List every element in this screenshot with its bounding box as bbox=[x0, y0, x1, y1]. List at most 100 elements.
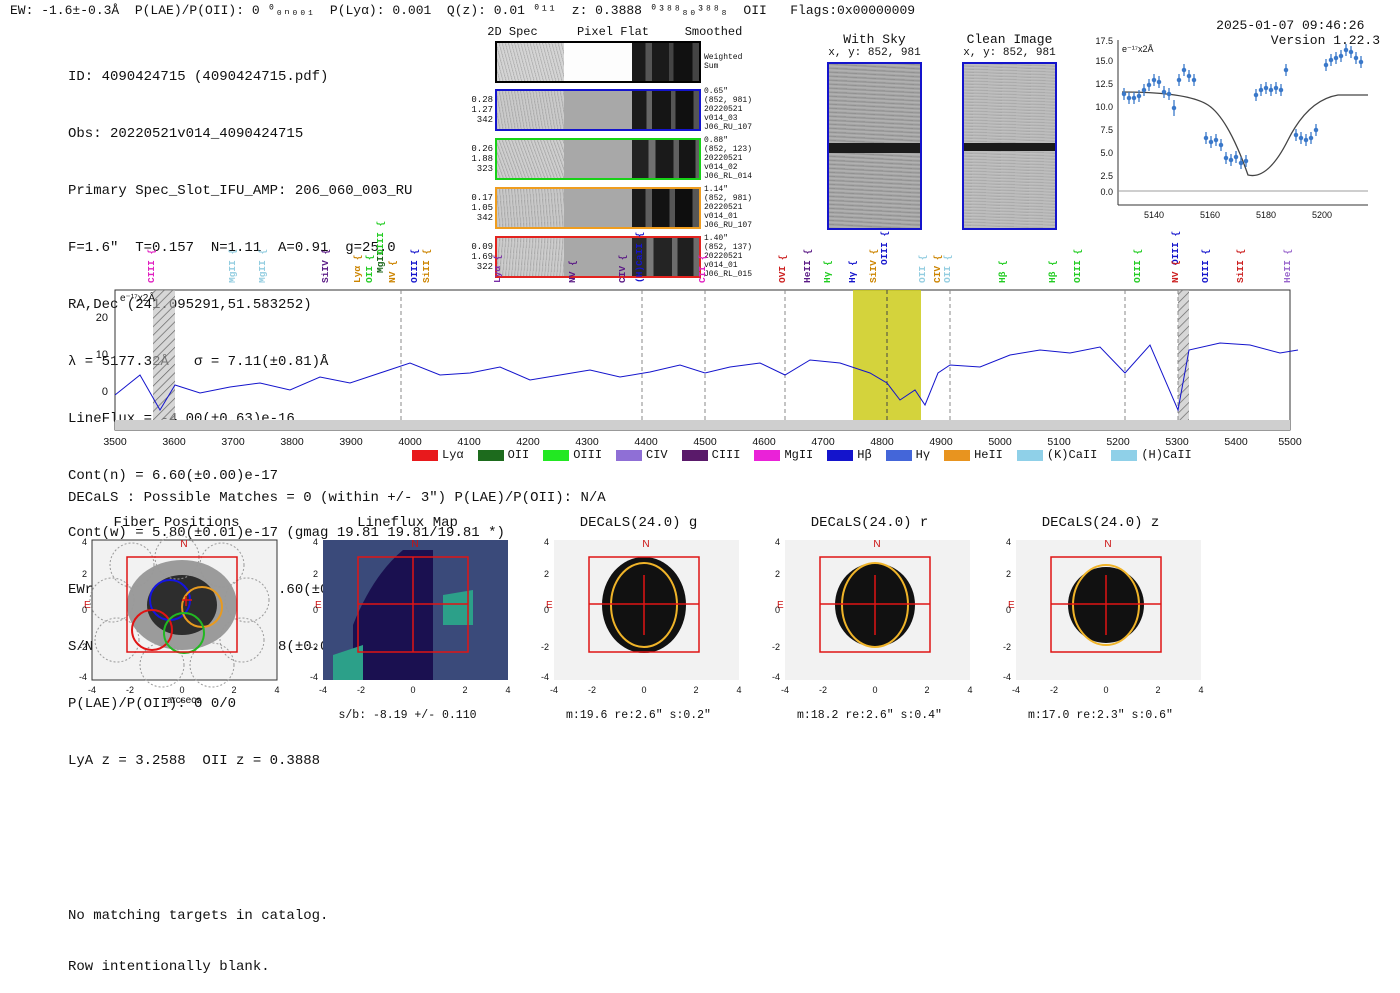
svg-text:10: 10 bbox=[96, 349, 108, 361]
svg-text:3700: 3700 bbox=[221, 436, 245, 448]
svg-text:-4: -4 bbox=[781, 685, 789, 695]
svg-text:-4: -4 bbox=[79, 672, 87, 682]
svg-text:-4: -4 bbox=[541, 672, 549, 682]
svg-text:17.5: 17.5 bbox=[1095, 36, 1113, 46]
svg-text:-4: -4 bbox=[319, 685, 327, 695]
svg-text:HeII {: HeII { bbox=[802, 249, 813, 283]
svg-text:SiII {: SiII { bbox=[421, 249, 432, 283]
main-spectrum-trace bbox=[115, 343, 1298, 410]
svg-text:OIII {: OIII { bbox=[375, 221, 386, 255]
svg-text:4: 4 bbox=[967, 685, 972, 695]
legend-item-Lya: Lyα bbox=[412, 448, 464, 462]
svg-text:Hγ {: Hγ { bbox=[847, 260, 858, 283]
svg-text:5100: 5100 bbox=[1047, 436, 1071, 448]
clean-image-title: Clean Image bbox=[962, 32, 1057, 47]
svg-text:4: 4 bbox=[313, 537, 318, 547]
svg-text:-4: -4 bbox=[310, 672, 318, 682]
svg-text:4: 4 bbox=[1198, 685, 1203, 695]
svg-text:e⁻¹⁷x2Å: e⁻¹⁷x2Å bbox=[120, 291, 155, 304]
svg-text:3600: 3600 bbox=[162, 436, 186, 448]
svg-text:4800: 4800 bbox=[870, 436, 894, 448]
svg-text:2: 2 bbox=[462, 685, 467, 695]
svg-text:5000: 5000 bbox=[988, 436, 1012, 448]
svg-text:5500: 5500 bbox=[1278, 436, 1302, 448]
svg-text:0: 0 bbox=[102, 386, 108, 398]
svg-text:N: N bbox=[873, 539, 880, 550]
svg-text:4: 4 bbox=[505, 685, 510, 695]
svg-text:-4: -4 bbox=[1012, 685, 1020, 695]
svg-text:0: 0 bbox=[82, 605, 87, 615]
svg-text:5160: 5160 bbox=[1200, 210, 1220, 220]
svg-text:4: 4 bbox=[736, 685, 741, 695]
svg-text:Hγ {: Hγ { bbox=[822, 260, 833, 283]
legend-item-KCaII: (K)CaII bbox=[1017, 448, 1097, 462]
svg-text:-2: -2 bbox=[1003, 642, 1011, 652]
main-spectrum-svg[interactable]: 0 10 20 e⁻¹⁷x2Å 3500 3600 3700 3800 3900… bbox=[80, 255, 1298, 455]
svg-text:N: N bbox=[642, 539, 649, 550]
spectrum-legend: Lyα OII OIII CIV CIII MgII Hβ Hγ HeII (K… bbox=[412, 448, 1206, 462]
closeup-chart-svg: 17.5 15.0 12.5 10.0 7.5 5.0 2.5 0.0 5140… bbox=[1078, 30, 1378, 230]
svg-text:CIV {: CIV { bbox=[617, 254, 628, 283]
svg-text:NV {: NV { bbox=[387, 260, 398, 283]
svg-text:CII {: CII { bbox=[697, 254, 708, 283]
panel-decals-z[interactable]: DECaLS(24.0) z N E -4 -2 0 2 4 -4 -2 0 2 4 m:17.… bbox=[986, 515, 1215, 722]
spec-row-2-rightlabel: 1.14" (852, 981) 20220521 v014_01 J06_RU… bbox=[701, 185, 763, 230]
svg-text:2: 2 bbox=[544, 569, 549, 579]
svg-text:4300: 4300 bbox=[575, 436, 599, 448]
spec-row-1-2dspec-image bbox=[497, 140, 564, 178]
panel-lineflux-map[interactable]: Lineflux Map N E -4 -2 0 2 4 -4 -2 0 2 4 s/b: bbox=[293, 515, 522, 722]
spec-row-1-smoothed-image bbox=[632, 140, 699, 178]
svg-text:4: 4 bbox=[82, 537, 87, 547]
svg-text:2: 2 bbox=[231, 685, 236, 695]
spec-row-2-2dspec-image bbox=[497, 189, 564, 227]
svg-text:Hβ {: Hβ { bbox=[997, 260, 1008, 283]
info-line-1: Obs: 20220521v014_4090424715 bbox=[68, 125, 448, 144]
svg-text:SiIV {: SiIV { bbox=[320, 249, 331, 283]
svg-text:-2: -2 bbox=[357, 685, 365, 695]
svg-text:-2: -2 bbox=[1050, 685, 1058, 695]
svg-text:OIII {: OIII { bbox=[1072, 249, 1083, 283]
spec-row-0-smoothed-image bbox=[632, 91, 699, 129]
spec-panel-titles: 2D Spec Pixel Flat Smoothed bbox=[463, 25, 763, 39]
clean-image-image bbox=[962, 62, 1057, 230]
svg-text:5180: 5180 bbox=[1256, 210, 1276, 220]
svg-text:Hβ {: Hβ { bbox=[1047, 260, 1058, 283]
footer-notes: No matching targets in catalog. Row inte… bbox=[68, 874, 328, 993]
svg-text:0: 0 bbox=[872, 685, 877, 695]
legend-item-CIV: CIV bbox=[616, 448, 668, 462]
spec-row-0-rightlabel: 0.65" (852, 981) 20220521 v014_03 J06_RU… bbox=[701, 87, 763, 132]
svg-text:0.0: 0.0 bbox=[1100, 187, 1113, 197]
svg-text:SiIV {: SiIV { bbox=[868, 249, 879, 283]
svg-text:3900: 3900 bbox=[339, 436, 363, 448]
svg-text:4: 4 bbox=[274, 685, 279, 695]
svg-text:7.5: 7.5 bbox=[1100, 125, 1113, 135]
svg-text:3500: 3500 bbox=[103, 436, 127, 448]
svg-text:(H)CaII {: (H)CaII { bbox=[634, 232, 645, 283]
weighted-sum-label: Weighted Sum bbox=[701, 53, 763, 71]
panel-decals-g[interactable]: DECaLS(24.0) g N E -4 -2 0 2 4 -4 -2 0 2 4 m:19.… bbox=[524, 515, 753, 722]
svg-text:4: 4 bbox=[1006, 537, 1011, 547]
spec-row-0-pixelflat-image bbox=[564, 91, 631, 129]
decals-header: DECaLS : Possible Matches = 0 (within +/… bbox=[68, 490, 606, 506]
legend-item-OIII: OIII bbox=[543, 448, 602, 462]
svg-text:OIII {: OIII { bbox=[1170, 231, 1181, 265]
svg-text:OII {: OII { bbox=[917, 254, 928, 283]
svg-text:15.0: 15.0 bbox=[1095, 56, 1113, 66]
with-sky-image bbox=[827, 62, 922, 230]
main-spectrum-panel[interactable]: 0 10 20 e⁻¹⁷x2Å 3500 3600 3700 3800 3900… bbox=[80, 255, 1298, 455]
svg-text:0: 0 bbox=[313, 605, 318, 615]
svg-text:-2: -2 bbox=[772, 642, 780, 652]
legend-item-Hbeta: Hβ bbox=[827, 448, 871, 462]
svg-text:-2: -2 bbox=[819, 685, 827, 695]
svg-text:0: 0 bbox=[1103, 685, 1108, 695]
svg-text:NV {: NV { bbox=[1170, 260, 1181, 283]
panel-decals-r[interactable]: DECaLS(24.0) r N E -4 -2 0 2 4 -4 -2 0 2 4 m:18.… bbox=[755, 515, 984, 722]
closeup-chart-datapoints bbox=[1122, 44, 1362, 169]
svg-text:-4: -4 bbox=[1003, 672, 1011, 682]
svg-text:4700: 4700 bbox=[811, 436, 835, 448]
with-sky-title: With Sky bbox=[827, 32, 922, 47]
panel-fiber-positions[interactable]: Fiber Positions bbox=[62, 515, 291, 722]
svg-text:3800: 3800 bbox=[280, 436, 304, 448]
svg-text:10.0: 10.0 bbox=[1095, 102, 1113, 112]
svg-text:N: N bbox=[1104, 539, 1111, 550]
